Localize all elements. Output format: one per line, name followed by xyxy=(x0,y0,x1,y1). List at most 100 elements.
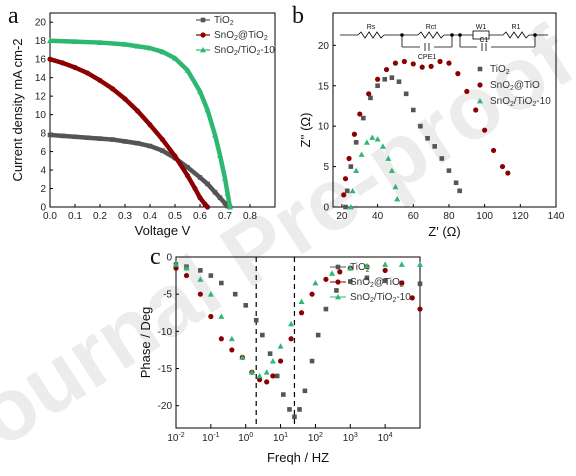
panel-c-data-point xyxy=(269,358,276,364)
panel-c-data-point xyxy=(183,272,190,279)
panel-a-legend-part: 2 xyxy=(234,50,238,57)
panel-a-series-line xyxy=(49,57,210,209)
panel-b-data-point xyxy=(351,131,358,137)
panel-a-xtick-label: 0.4 xyxy=(143,211,157,222)
panel-b-data-point xyxy=(368,95,373,101)
panel-b-legend-marker xyxy=(477,66,483,72)
panel-b-data-point xyxy=(383,66,390,73)
panel-c-data-point xyxy=(207,291,214,297)
panel-b-xtick-label: 140 xyxy=(548,211,565,222)
panel-c-xtick-exponent: 2 xyxy=(319,432,323,439)
panel-b-data-point xyxy=(446,168,452,173)
panel-b-data-point xyxy=(453,180,459,186)
panel-b-legend-marker xyxy=(477,82,483,88)
panel-a-data-point xyxy=(159,48,166,55)
panel-c-data-point xyxy=(232,291,238,297)
panel-c-data-point xyxy=(260,332,265,338)
watermark: Journal Pre-proof xyxy=(0,6,576,476)
panel-c-ytick-label: 0 xyxy=(166,253,172,264)
panel-a-data-point xyxy=(122,139,128,144)
panel-c-data-point xyxy=(253,317,259,323)
panel-b-data-point xyxy=(418,123,423,129)
panel-a-data-point xyxy=(97,77,103,84)
panel-c-legend-part: SnO xyxy=(350,277,370,288)
panel-c-legend-part: -10 xyxy=(396,292,411,303)
panel-a-legend-marker xyxy=(200,32,206,38)
panel-a-legend-marker xyxy=(200,17,206,23)
panel-c-data-point xyxy=(315,332,321,338)
panel-b-data-point xyxy=(379,143,386,149)
panel-c-xtick-base: 10 xyxy=(378,433,390,444)
panel-b-data-point xyxy=(455,71,461,77)
panel-a-xtick-label: 0.0 xyxy=(43,211,57,222)
panel-a-data-point xyxy=(222,201,228,206)
panel-a-xtick-label: 0.8 xyxy=(243,211,257,222)
panel-b-circuit-label: Rs xyxy=(367,24,376,31)
panel-a-data-point xyxy=(225,203,230,209)
panel-b-data-point xyxy=(392,60,399,66)
panel-b-circuit-node-1 xyxy=(400,33,404,37)
panel-a-data-point xyxy=(72,38,78,45)
panel-a-ytick-label: 20 xyxy=(35,18,47,29)
panel-b-data-point xyxy=(410,107,416,113)
panel-a-data-point xyxy=(72,134,78,140)
panel-c-data-point xyxy=(298,298,305,305)
panel-a-data-point xyxy=(97,136,103,141)
panel-b-legend-label: SnO2@TiO xyxy=(490,80,540,92)
panel-a-data-point xyxy=(204,204,211,210)
panel-a-data-point xyxy=(197,175,203,180)
panel-b-circuit-label: Rct xyxy=(426,24,437,31)
panel-c-data-point xyxy=(398,261,405,267)
panel-a-ytick-label: 4 xyxy=(40,166,46,177)
panel-c-data-point xyxy=(267,351,273,356)
panel-c-data-point xyxy=(382,267,388,273)
panel-c-data-point xyxy=(292,414,297,420)
panel-c-data-point xyxy=(323,306,329,312)
panel-b-ytick-label: 5 xyxy=(323,162,329,173)
panel-c-data-point xyxy=(277,343,284,349)
panel-b-xtick-label: 120 xyxy=(512,211,529,222)
panel-b-chart: 20 40 60 80 100 120 140 0 5 10 15 20 Z' (Ω) Z'' (Ω) b R… xyxy=(292,3,565,239)
panel-c-data-point xyxy=(417,306,423,312)
panel-b-data-point xyxy=(403,91,409,97)
panel-c-legend-label: SnO2/TiO2-10 xyxy=(350,292,411,304)
panel-b-c1-bg xyxy=(477,43,491,51)
panel-b-data-point xyxy=(343,204,348,210)
panel-a-xtick-label: 0.3 xyxy=(118,211,132,222)
panel-c-data-point xyxy=(264,379,270,385)
panel-b-data-point xyxy=(348,164,354,169)
panel-c-data-point xyxy=(287,407,292,412)
panel-c-data-point xyxy=(228,335,235,342)
panel-a-data-point xyxy=(172,153,178,159)
panel-c-legend-part: 2 xyxy=(392,297,396,304)
panel-a-legend-part: 2 xyxy=(230,20,234,27)
panel-a-ytick-label: 2 xyxy=(40,184,46,195)
panel-c-data-point xyxy=(309,291,315,297)
panel-c-legend-marker xyxy=(335,264,341,270)
panel-c-data-point xyxy=(197,276,204,282)
panel-c-data-point xyxy=(256,377,263,383)
panel-b-data-point xyxy=(357,111,363,117)
panel-c-data-point xyxy=(312,280,319,286)
panel-a-data-point xyxy=(204,107,211,113)
panel-a-data-point xyxy=(110,137,115,142)
panel-a-legend-part: 2 xyxy=(234,35,238,42)
panel-c-data-point xyxy=(409,295,415,301)
panel-a-data-point xyxy=(147,122,153,128)
panel-b-data-point xyxy=(410,61,416,67)
panel-a-legend-part: TiO xyxy=(214,15,230,26)
panel-b-resistor-rs xyxy=(357,31,385,39)
panel-b-data-point xyxy=(342,176,349,182)
panel-a-data-point xyxy=(59,60,66,66)
panel-b-legend-part: 2 xyxy=(510,85,514,92)
panel-b-legend-label: TiO2 xyxy=(490,64,510,76)
panel-b-ytick-label: 20 xyxy=(318,41,330,52)
panel-c-ytick-label: -5 xyxy=(163,290,172,301)
panel-a-ytick-label: 0 xyxy=(40,203,46,214)
panel-a-ytick-label: 6 xyxy=(40,147,46,158)
panel-b-data-point xyxy=(457,188,462,194)
panel-c-legend-marker xyxy=(335,294,341,300)
panel-a-data-point xyxy=(134,43,141,49)
panel-b-data-point xyxy=(366,91,372,97)
